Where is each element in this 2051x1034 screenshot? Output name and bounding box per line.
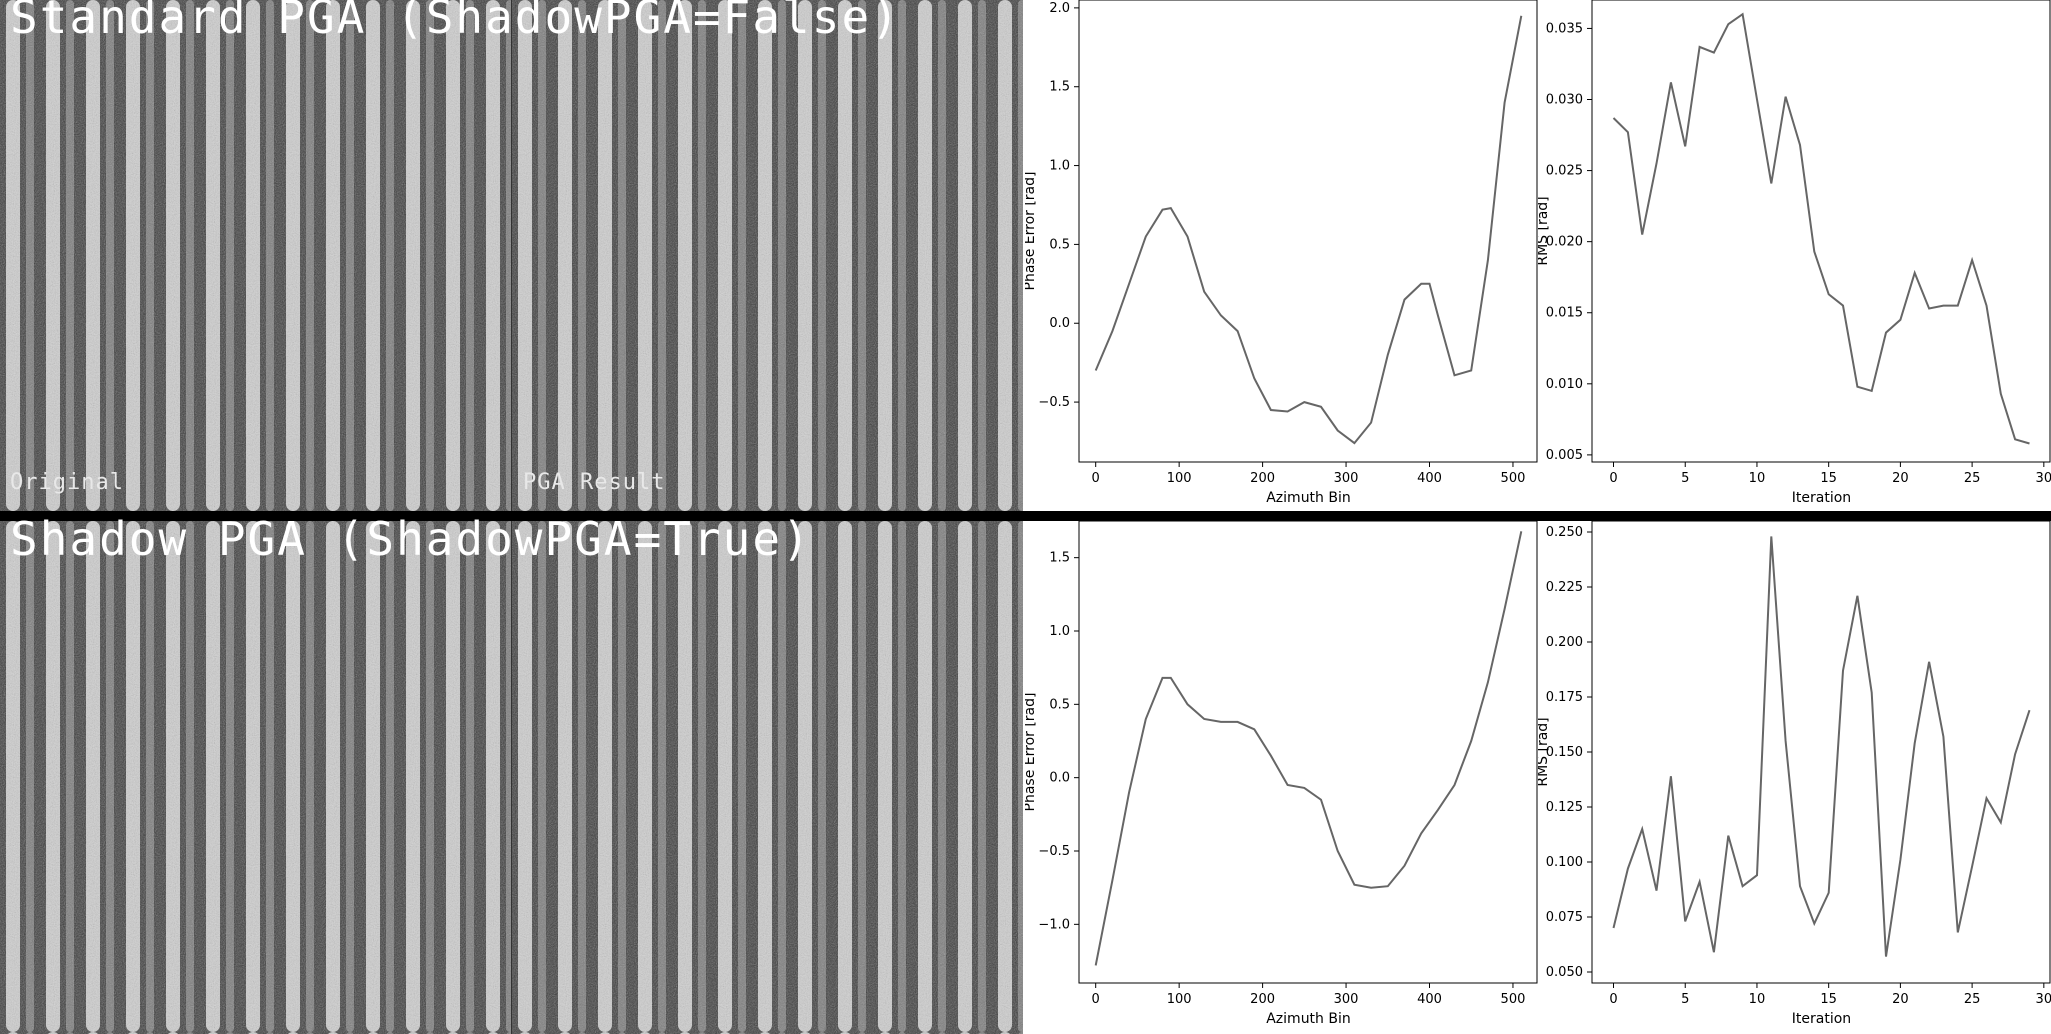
y-tick-label: 0.250 — [1546, 525, 1583, 540]
image-separator — [511, 0, 512, 511]
y-tick-label: −0.5 — [1038, 395, 1070, 410]
section-title-shadow: Shadow PGA (ShadowPGA=True) — [10, 512, 812, 566]
section-divider — [0, 511, 2051, 521]
original-image-top — [0, 0, 511, 511]
sar-image — [0, 521, 511, 1034]
sar-image — [512, 0, 1023, 511]
y-axis-label: Phase Error [rad] — [1025, 172, 1038, 291]
x-axis-label: Iteration — [1792, 1011, 1851, 1027]
y-tick-label: 0.075 — [1546, 910, 1583, 925]
y-tick-label: 1.5 — [1049, 551, 1070, 566]
x-tick-label: 5 — [1681, 992, 1689, 1007]
y-axis-label: Phase Error [rad] — [1025, 693, 1038, 812]
y-axis-label: RMS [rad] — [1538, 196, 1551, 265]
y-tick-label: 0.100 — [1546, 855, 1583, 870]
x-tick-label: 100 — [1167, 471, 1192, 486]
y-tick-label: 0.0 — [1049, 771, 1070, 786]
x-tick-label: 500 — [1501, 471, 1526, 486]
y-tick-label: 0.5 — [1049, 697, 1070, 712]
x-tick-label: 10 — [1749, 471, 1766, 486]
x-tick-label: 30 — [2036, 992, 2051, 1007]
y-tick-label: 1.0 — [1049, 159, 1070, 174]
series-line — [1612, 536, 2031, 957]
y-tick-label: 0.020 — [1546, 235, 1583, 250]
y-tick-label: −1.0 — [1038, 917, 1070, 932]
y-tick-label: 0.025 — [1546, 164, 1583, 179]
x-tick-label: 25 — [1964, 992, 1981, 1007]
axes-frame — [1078, 521, 1538, 984]
x-tick-label: 0 — [1092, 471, 1100, 486]
x-tick-label: 300 — [1334, 992, 1359, 1007]
original-image-bottom — [0, 521, 511, 1034]
x-tick-label: 300 — [1334, 471, 1359, 486]
y-tick-label: 0.150 — [1546, 745, 1583, 760]
x-tick-label: 400 — [1417, 992, 1442, 1007]
y-tick-label: 0.175 — [1546, 690, 1583, 705]
y-tick-label: 2.0 — [1049, 1, 1070, 16]
caption-original: Original — [10, 470, 124, 495]
y-tick-label: 0.035 — [1546, 21, 1583, 36]
x-tick-label: 400 — [1417, 471, 1442, 486]
image-separator — [511, 521, 512, 1034]
section-title-standard: Standard PGA (ShadowPGA=False) — [10, 0, 901, 44]
y-tick-label: 0.225 — [1546, 580, 1583, 595]
x-tick-label: 100 — [1167, 992, 1192, 1007]
y-tick-label: −0.5 — [1038, 844, 1070, 859]
x-tick-label: 20 — [1892, 992, 1909, 1007]
y-tick-label: 0.0 — [1049, 316, 1070, 331]
x-tick-label: 20 — [1892, 471, 1909, 486]
pga-result-image-top — [512, 0, 1023, 511]
y-tick-label: 0.050 — [1546, 965, 1583, 980]
x-tick-label: 0 — [1609, 992, 1617, 1007]
rms-chart-standard: 0 5 10 15 20 25 30 0.005 0.010 0.015 0.020 0.025 0.0… — [1538, 0, 2051, 506]
x-tick-label: 500 — [1501, 992, 1526, 1007]
y-tick-label: 0.030 — [1546, 93, 1583, 108]
x-tick-label: 200 — [1250, 992, 1275, 1007]
x-tick-label: 0 — [1092, 992, 1100, 1007]
series-line — [1094, 15, 1523, 445]
y-tick-label: 1.5 — [1049, 80, 1070, 95]
caption-pga-result: PGA Result — [523, 470, 666, 495]
x-axis-label: Azimuth Bin — [1266, 1011, 1351, 1027]
phase-error-chart-standard: 0 100 200 300 400 500 −0.5 0.0 0.5 1.0 1.5 2.0 Azimu… — [1025, 0, 1538, 506]
x-tick-label: 5 — [1681, 471, 1689, 486]
axes-frame — [1591, 521, 2051, 984]
x-tick-label: 10 — [1749, 992, 1766, 1007]
x-tick-label: 0 — [1609, 471, 1617, 486]
phase-error-chart-shadow: 0 100 200 300 400 500 −1.0 −0.5 0.0 0.5 1.0 1.5 Azim… — [1025, 521, 1538, 1027]
y-tick-label: 0.200 — [1546, 635, 1583, 650]
rms-chart-shadow: 0 5 10 15 20 25 30 0.050 0.075 0.100 0.125 0.150 0.1… — [1538, 521, 2051, 1027]
x-tick-label: 200 — [1250, 471, 1275, 486]
y-tick-label: 1.0 — [1049, 624, 1070, 639]
axes-frame — [1078, 0, 1538, 463]
y-tick-label: 0.125 — [1546, 800, 1583, 815]
y-tick-label: 0.010 — [1546, 377, 1583, 392]
series-line — [1612, 12, 2030, 445]
y-axis-label: RMS [rad] — [1538, 717, 1551, 786]
x-axis-label: Iteration — [1792, 490, 1851, 506]
pga-result-image-bottom — [512, 521, 1023, 1034]
sar-image — [512, 521, 1023, 1034]
axes-frame — [1591, 0, 2051, 463]
series-line — [1094, 531, 1523, 966]
x-tick-label: 15 — [1820, 992, 1837, 1007]
sar-image — [0, 0, 511, 511]
x-tick-label: 25 — [1964, 471, 1981, 486]
y-tick-label: 0.015 — [1546, 306, 1583, 321]
x-axis-label: Azimuth Bin — [1266, 490, 1351, 506]
x-tick-label: 30 — [2036, 471, 2051, 486]
y-tick-label: 0.005 — [1546, 448, 1583, 463]
y-tick-label: 0.5 — [1049, 237, 1070, 252]
x-tick-label: 15 — [1820, 471, 1837, 486]
